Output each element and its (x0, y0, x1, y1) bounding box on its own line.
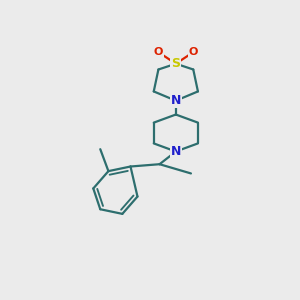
Text: N: N (171, 145, 181, 158)
Text: S: S (171, 57, 180, 70)
Text: N: N (171, 94, 181, 107)
Text: O: O (189, 47, 198, 57)
Text: O: O (154, 47, 163, 57)
